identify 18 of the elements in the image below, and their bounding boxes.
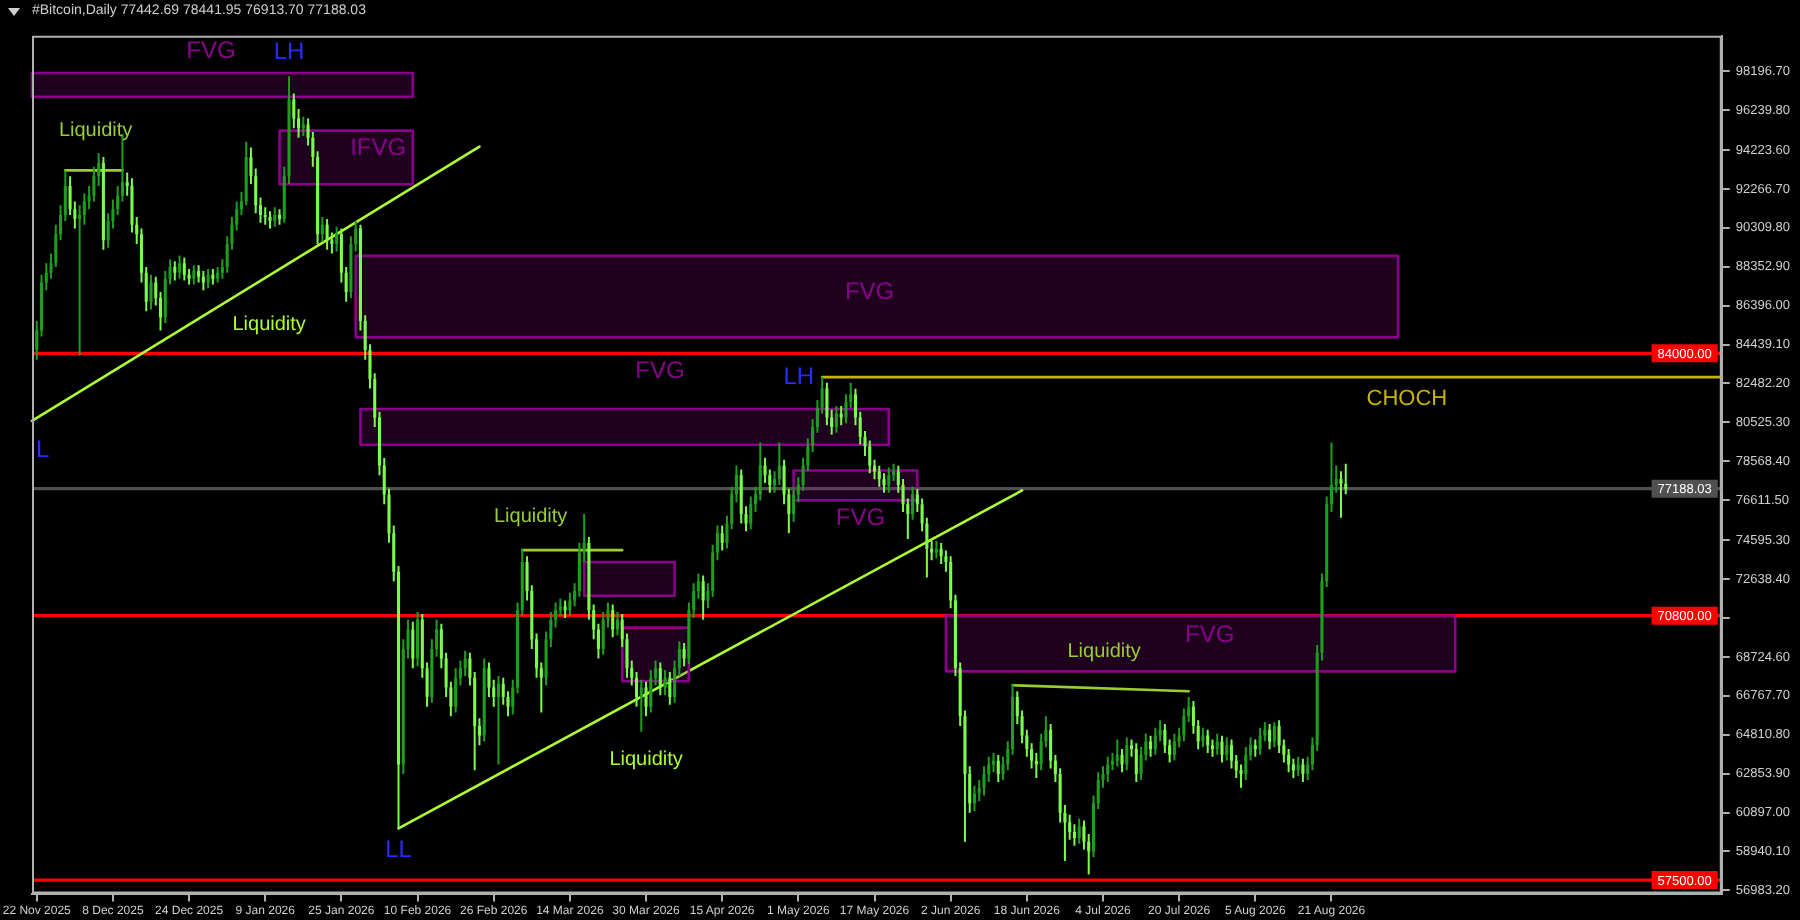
annotation: LL	[385, 834, 413, 863]
legend-label: FVG	[635, 355, 685, 384]
legend-label: FVG	[835, 503, 886, 532]
candlestick	[882, 473, 886, 493]
legend-label: FVG	[186, 35, 236, 64]
series-label: Liquidity	[609, 748, 683, 771]
series-label: Liquidity	[1067, 640, 1141, 663]
legend-label: FVG	[1185, 620, 1235, 649]
annotation: L	[36, 434, 50, 463]
series-label: Liquidity	[58, 119, 133, 142]
series-label: Liquidity	[493, 505, 568, 528]
series-label: Liquidity	[232, 314, 306, 337]
legend-label: FVG	[844, 277, 895, 306]
annotation: LH	[783, 361, 815, 390]
series-label: CHOCH	[1366, 387, 1448, 412]
legend-label: IFVG	[350, 132, 407, 161]
candlestick	[1339, 471, 1343, 518]
annotation: LH	[273, 36, 305, 65]
